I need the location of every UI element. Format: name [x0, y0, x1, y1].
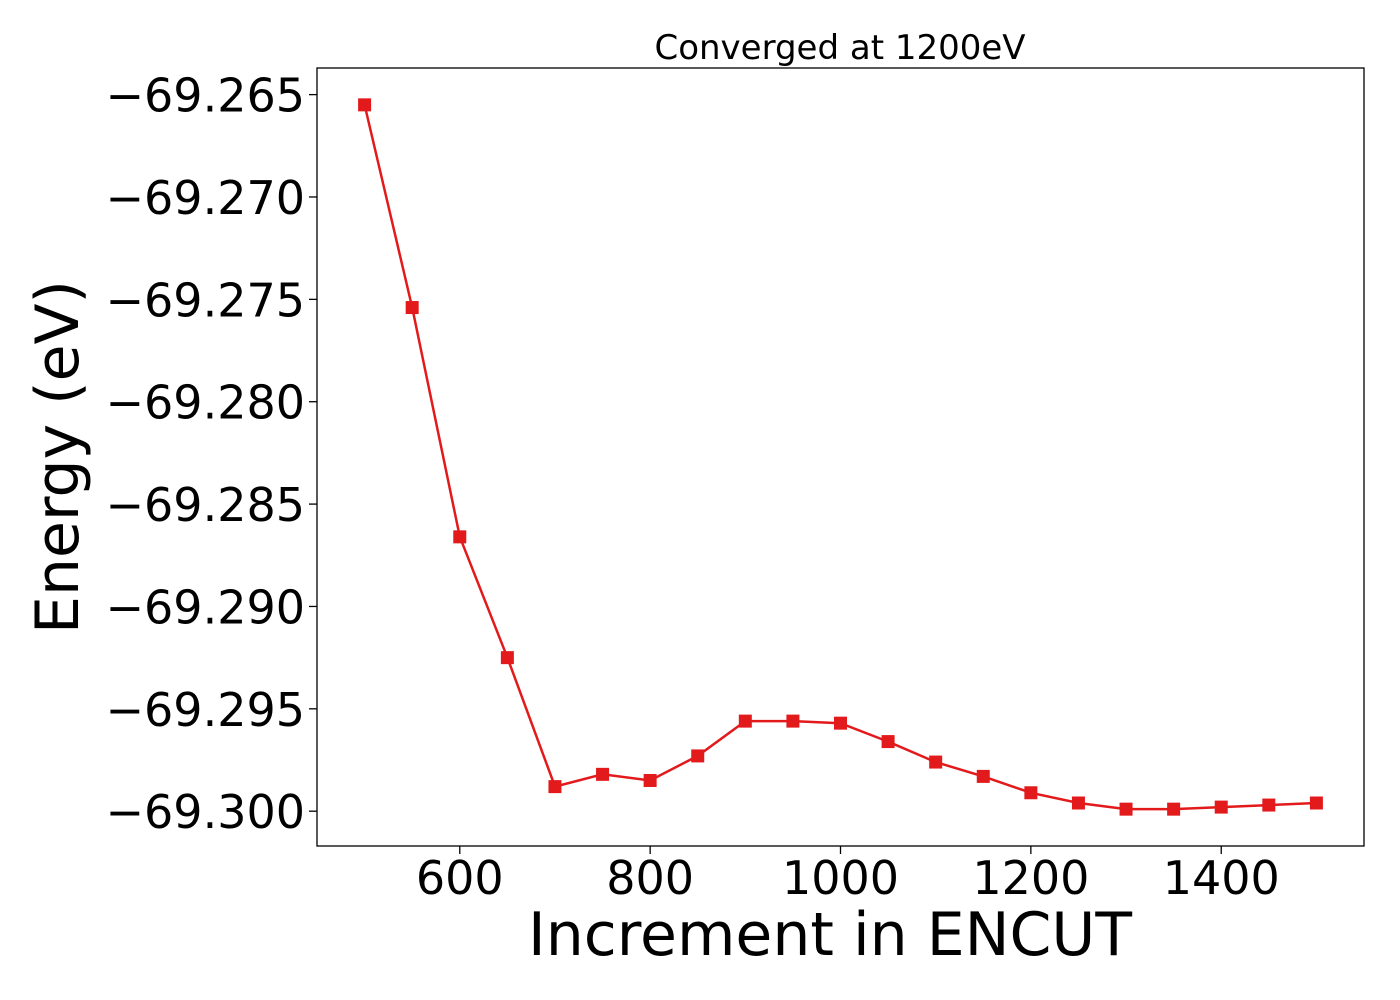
data-point-marker: [834, 716, 847, 730]
data-point-marker: [500, 651, 514, 665]
plot-area: [358, 98, 1323, 816]
x-tick-label: 800: [606, 851, 694, 905]
y-tick-label: −69.275: [106, 273, 306, 327]
data-point-marker: [1071, 796, 1085, 810]
y-axis: −69.265 −69.270 −69.275 −69.280 −69.285 −69.2…: [106, 69, 317, 839]
data-point-marker: [1214, 800, 1228, 814]
data-point-marker: [1024, 786, 1038, 800]
data-point-marker: [1262, 798, 1276, 812]
data-point-marker: [881, 735, 895, 749]
data-point-marker: [738, 714, 752, 728]
x-tick-label: 1200: [972, 851, 1089, 905]
y-axis-label: Energy (eV): [23, 280, 93, 634]
data-point-marker: [405, 301, 419, 315]
x-tick-label: 1000: [782, 851, 899, 905]
x-axis: 600 800 1000 1200 1400: [416, 846, 1280, 905]
data-point-marker: [596, 767, 610, 781]
x-axis-label: Increment in ENCUT: [528, 900, 1132, 970]
data-point-marker: [1167, 802, 1181, 816]
y-tick-label: −69.270: [106, 171, 306, 225]
x-tick-label: 600: [416, 851, 504, 905]
data-point-marker: [548, 780, 562, 794]
y-tick-label: −69.300: [106, 785, 306, 839]
y-tick-label: −69.295: [106, 683, 306, 737]
y-tick-label: −69.285: [106, 478, 306, 532]
data-point-marker: [976, 769, 990, 783]
x-tick-label: 1400: [1163, 851, 1280, 905]
data-point-marker: [453, 530, 467, 544]
data-point-marker: [929, 755, 943, 769]
y-tick-label: −69.280: [106, 376, 306, 430]
data-point-marker: [691, 749, 705, 763]
data-point-marker: [358, 98, 372, 112]
data-point-marker: [1309, 796, 1323, 810]
data-point-marker: [643, 773, 657, 787]
y-tick-label: −69.265: [106, 69, 306, 123]
chart-title: Converged at 1200eV: [654, 28, 1025, 68]
y-tick-label: −69.290: [106, 580, 306, 634]
data-point-marker: [1119, 802, 1133, 816]
data-point-marker: [786, 714, 800, 728]
